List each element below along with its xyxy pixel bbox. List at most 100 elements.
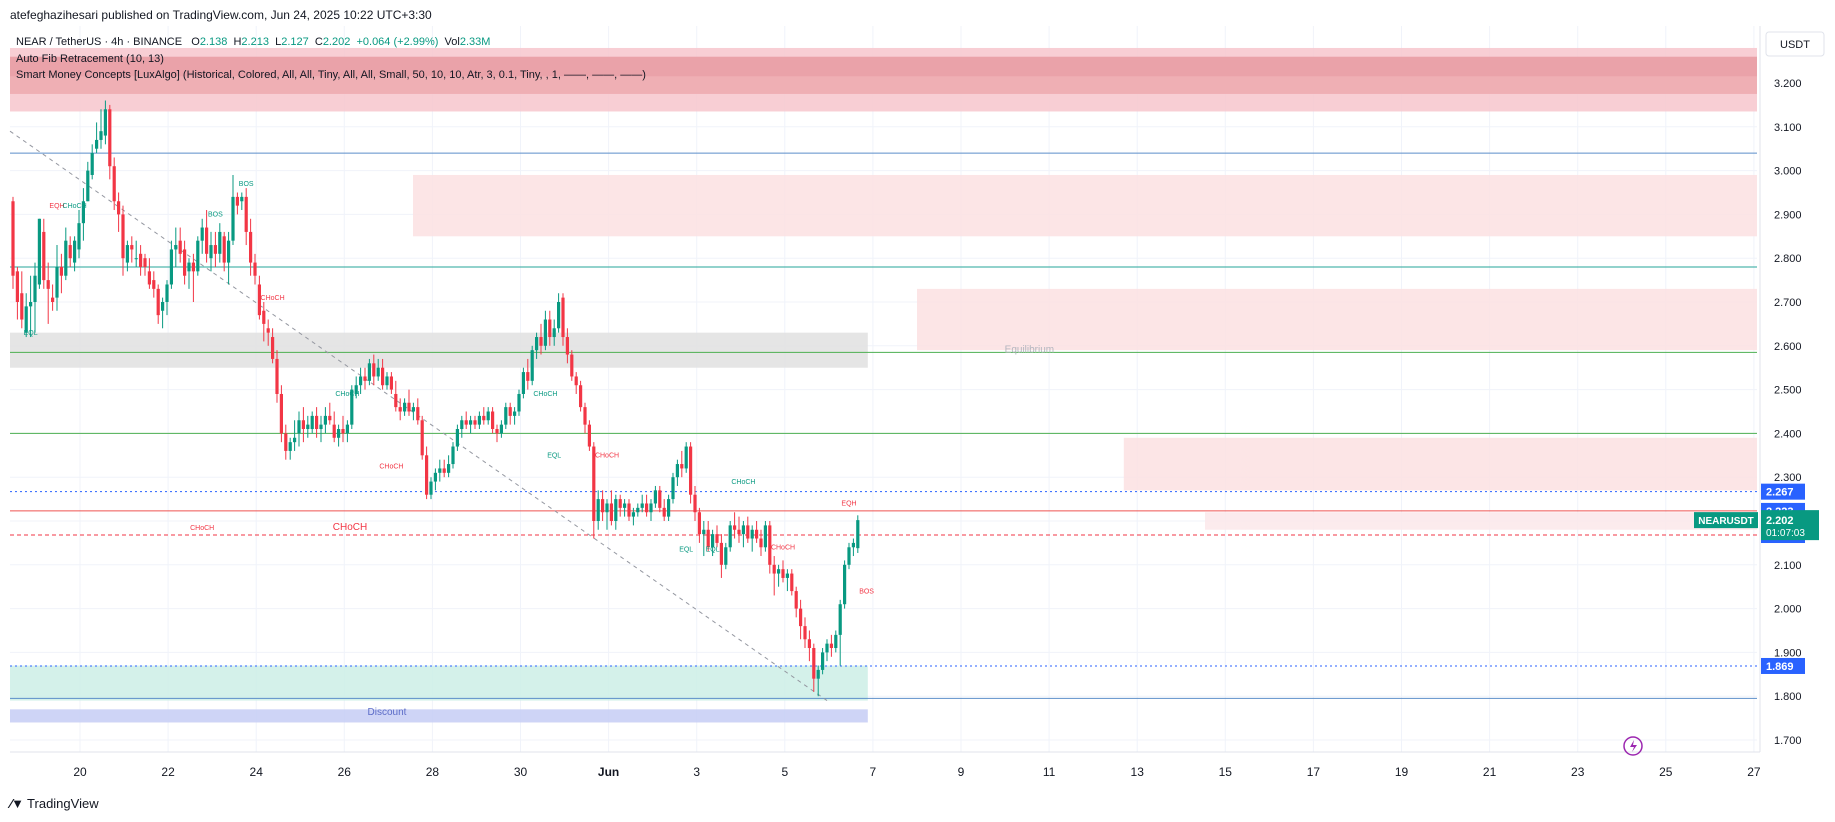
- candle-body: [794, 591, 798, 609]
- candle-body: [11, 201, 15, 276]
- candle-body: [843, 564, 847, 605]
- candle-body: [737, 529, 741, 535]
- price-badge: [1761, 483, 1805, 500]
- candle-body: [649, 503, 653, 513]
- lightning-icon[interactable]: [1623, 736, 1643, 756]
- candle-body: [147, 271, 151, 285]
- candle-body: [301, 420, 305, 430]
- y-tick-label: 2.700: [1774, 297, 1802, 309]
- candle-body: [90, 153, 94, 175]
- candle-body: [425, 455, 429, 495]
- x-tick-label: 27: [1747, 765, 1761, 779]
- x-tick-label: 20: [73, 765, 87, 779]
- candle-body: [130, 245, 134, 250]
- x-tick-label: 11: [1043, 765, 1056, 779]
- candle-body: [213, 245, 217, 254]
- candle-body: [315, 415, 319, 430]
- candle-body: [442, 468, 446, 473]
- candle-body: [68, 245, 72, 259]
- candle-body: [121, 214, 125, 259]
- candle-body: [433, 472, 437, 482]
- candle-body: [785, 573, 789, 578]
- candle-body: [403, 402, 407, 412]
- y-tick-label: 1.700: [1774, 735, 1802, 747]
- candle-body: [499, 424, 503, 434]
- candle-body: [772, 564, 776, 574]
- candle-body: [134, 258, 138, 260]
- open-label: O: [191, 36, 200, 48]
- candle-body: [37, 218, 41, 285]
- legend-ohlc-row[interactable]: NEAR / TetherUS · 4h · BINANCE O2.138 H2…: [16, 34, 646, 51]
- candle-body: [389, 376, 393, 390]
- candle-body: [284, 433, 288, 451]
- price-zone: [10, 665, 868, 701]
- lightning-bolt-icon: [1630, 740, 1637, 752]
- x-tick-label: 3: [693, 765, 700, 779]
- y-tick-label: 3.100: [1774, 122, 1802, 134]
- candle-body: [728, 525, 732, 548]
- candle-body: [513, 411, 517, 416]
- candle-body: [398, 407, 402, 412]
- chart-legend: NEAR / TetherUS · 4h · BINANCE O2.138 H2…: [16, 34, 646, 84]
- candle-body: [416, 407, 420, 421]
- candle-body: [741, 525, 745, 535]
- currency-button[interactable]: [1765, 31, 1825, 57]
- smc-label: BOS: [239, 181, 254, 188]
- candle-body: [491, 411, 495, 430]
- candle-body: [275, 358, 279, 394]
- candle-body: [856, 520, 860, 549]
- candle-body: [161, 302, 165, 311]
- y-tick-label: 1.900: [1774, 647, 1802, 659]
- currency-label: USDT: [1780, 39, 1810, 51]
- symbol-tag-label: NEARUSDT: [1698, 516, 1754, 527]
- candle-body: [816, 669, 820, 679]
- candle-body: [86, 170, 90, 202]
- candle-body: [73, 240, 77, 263]
- candle-body: [750, 529, 754, 539]
- bar-countdown-label: 01:07:03: [1766, 528, 1805, 539]
- candle-body: [851, 542, 855, 548]
- x-tick-label: 7: [870, 765, 877, 779]
- y-tick-label: 1.800: [1774, 691, 1802, 703]
- candle-body: [359, 376, 363, 386]
- smc-label: CHoCH: [533, 391, 557, 398]
- candle-body: [143, 258, 147, 267]
- smc-label: EQH: [841, 501, 856, 508]
- y-tick-label: 2.900: [1774, 209, 1802, 221]
- candle-body: [847, 547, 851, 565]
- candle-body: [42, 231, 46, 281]
- publisher-caption: atefeghazihesari published on TradingVie…: [10, 8, 432, 22]
- price-axis-background: [1760, 0, 1835, 822]
- candle-body: [354, 385, 358, 394]
- candle-body: [139, 253, 143, 267]
- candle-body: [825, 643, 829, 653]
- indicator-fib-label[interactable]: Auto Fib Retracement (10, 13): [16, 52, 164, 65]
- candle-body: [411, 407, 415, 412]
- candle-body: [125, 245, 129, 263]
- candle-body: [112, 166, 116, 202]
- candle-body: [328, 415, 332, 421]
- price-zone: [1123, 437, 1757, 491]
- indicator-smc-label[interactable]: Smart Money Concepts [LuxAlgo] (Historic…: [16, 69, 646, 81]
- candle-body: [108, 109, 112, 167]
- tradingview-logo-icon: ⁄▼: [10, 796, 24, 811]
- candle-body: [473, 420, 477, 425]
- candle-body: [574, 376, 578, 386]
- y-tick-label: 2.300: [1774, 472, 1802, 484]
- x-tick-label: 21: [1483, 765, 1497, 779]
- candle-body: [684, 446, 688, 469]
- candle-body: [583, 407, 587, 425]
- smc-label: CHoCH: [261, 295, 285, 302]
- smc-label: CHoCH: [771, 544, 795, 551]
- candle-body: [310, 415, 314, 430]
- smc-label: CHoCH: [190, 525, 214, 532]
- candle-body: [543, 319, 547, 346]
- smc-label: BOS: [208, 212, 223, 219]
- price-zone: [10, 709, 868, 723]
- candle-body: [257, 284, 261, 316]
- x-tick-label: 30: [514, 765, 528, 779]
- candle-body: [834, 634, 838, 649]
- smc-label: EQL: [706, 547, 720, 554]
